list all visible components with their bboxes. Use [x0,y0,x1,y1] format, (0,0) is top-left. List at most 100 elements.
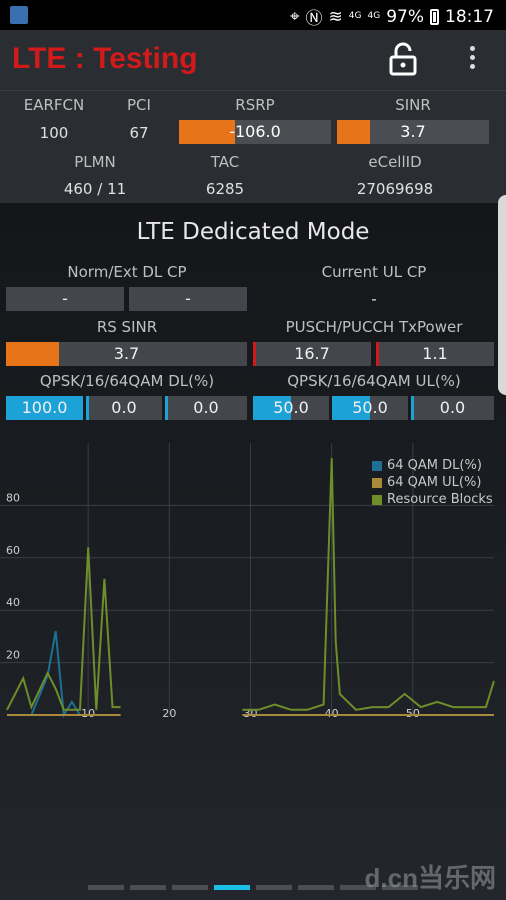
unlock-icon[interactable] [388,42,418,80]
pucch-power-cell: 1.1 [376,342,494,366]
page-dot [214,885,250,890]
earfcn-label: EARFCN [23,96,85,114]
ecellid-label: eCellID [368,153,422,171]
rs-sinr-bar: 3.7 [6,342,247,366]
qpsk-ul-value: 50.0 [273,398,309,417]
page-dot [298,885,334,890]
side-panel-handle[interactable] [498,195,506,395]
rs-sinr-label: RS SINR [96,318,158,336]
y-tick-label: 60 [6,544,20,557]
page-dot [340,885,376,890]
series-line-resource-blocks [6,547,121,711]
legend-label-rb: Resource Blocks [387,492,493,507]
signal-app-icon [10,6,28,24]
page-dot [256,885,292,890]
legend-swatch-dl [372,460,382,471]
pusch-power-value: 16.7 [294,344,330,363]
earfcn-value: 100 [39,124,69,142]
status-bar: ⌖ Ⓝ ≋ 4G 4G 97% 18:17 [0,0,506,30]
page-dot [130,885,166,890]
tac-value: 6285 [205,180,245,198]
plmn-label: PLMN [74,153,116,171]
qam16-ul-cell: 50.0 [332,396,408,420]
qam-ul-label: QPSK/16/64QAM UL(%) [287,372,461,390]
current-ul-cp-label: Current UL CP [321,263,427,281]
nfc-icon: Ⓝ [305,9,323,29]
ext-dl-cp-value: - [185,289,191,308]
legend-swatch-ul [372,477,382,488]
rs-sinr-value: 3.7 [113,344,140,363]
page-dot [172,885,208,890]
status-icons: ⌖ Ⓝ ≋ 4G 4G 97% 18:17 [289,4,494,30]
battery-percent: 97% [386,6,424,27]
qam-dl-label: QPSK/16/64QAM DL(%) [39,372,215,390]
qpsk-ul-fill [253,396,291,420]
sinr-value: 3.7 [400,122,426,141]
x-tick-label: 50 [406,707,420,720]
chart-legend: 64 QAM DL(%) 64 QAM UL(%) Resource Block… [372,457,493,508]
pci-label: PCI [127,96,151,114]
sinr-fill [337,120,371,144]
page-dot [88,885,124,890]
qam64-dl-marker [165,396,168,420]
y-tick-label: 40 [6,596,20,609]
rsrp-value: -106.0 [229,122,281,141]
legend-item-ul: 64 QAM UL(%) [372,474,493,491]
page-dot [382,885,418,890]
app-bar: LTE : Testing [0,30,506,90]
y-tick-label: 20 [6,649,20,662]
sinr-bar: 3.7 [337,120,489,144]
plmn-value: 460 / 11 [63,180,127,198]
watermark-logo: d.cn当乐网 [364,863,496,893]
qpsk-dl-cell: 100.0 [6,396,83,420]
qam64-dl-value: 0.0 [193,398,219,417]
rsrp-label: RSRP [235,96,275,114]
qam16-dl-cell: 0.0 [86,396,162,420]
qam16-dl-marker [86,396,89,420]
qam64-dl-cell: 0.0 [165,396,247,420]
legend-swatch-rb [372,494,382,505]
location-icon: ⌖ [289,6,300,27]
qpsk-dl-fill [6,396,83,420]
qpsk-ul-cell: 50.0 [253,396,329,420]
qam16-dl-value: 0.0 [111,398,137,417]
legend-item-rb: Resource Blocks [372,491,493,508]
qam64-ul-value: 0.0 [439,398,466,417]
ecellid-value: 27069698 [356,180,434,198]
pucch-power-value: 1.1 [422,344,448,363]
wifi-icon: ≋ [328,6,343,27]
legend-label-ul: 64 QAM UL(%) [387,475,482,490]
qam16-ul-value: 50.0 [352,398,388,417]
norm-dl-cp-cell: - [6,287,124,311]
dedicated-mode-panel: LTE Dedicated Mode [0,203,506,900]
pusch-power-cell: 16.7 [253,342,371,366]
qam64-ul-marker [411,396,414,420]
clock: 18:17 [445,6,494,27]
page-indicator [88,885,418,890]
pusch-pucch-label: PUSCH/PUCCH TxPower [285,318,463,336]
pucch-marker [376,342,379,366]
y-tick-label: 80 [6,491,20,504]
x-tick-label: 20 [162,707,176,720]
legend-label-dl: 64 QAM DL(%) [387,458,482,473]
series-line-resource-blocks [242,458,495,711]
sinr-label: SINR [395,96,431,114]
pci-value: 67 [129,124,149,142]
network-4g-label-2: 4G [367,11,381,21]
x-tick-label: 40 [325,707,339,720]
rs-sinr-fill [6,342,60,366]
section-heading: LTE Dedicated Mode [136,219,370,245]
pusch-marker [253,342,256,366]
rsrp-fill [179,120,236,144]
tac-label: TAC [210,153,240,171]
app-title: LTE : Testing [12,42,198,75]
rsrp-bar: -106.0 [179,120,331,144]
battery-icon [430,8,439,25]
x-tick-label: 10 [81,707,95,720]
qam64-ul-cell: 0.0 [411,396,494,420]
norm-dl-cp-value: - [62,289,68,308]
overflow-menu-icon[interactable] [468,46,476,74]
norm-ext-dl-cp-label: Norm/Ext DL CP [67,263,187,281]
qam16-ul-fill [332,396,370,420]
